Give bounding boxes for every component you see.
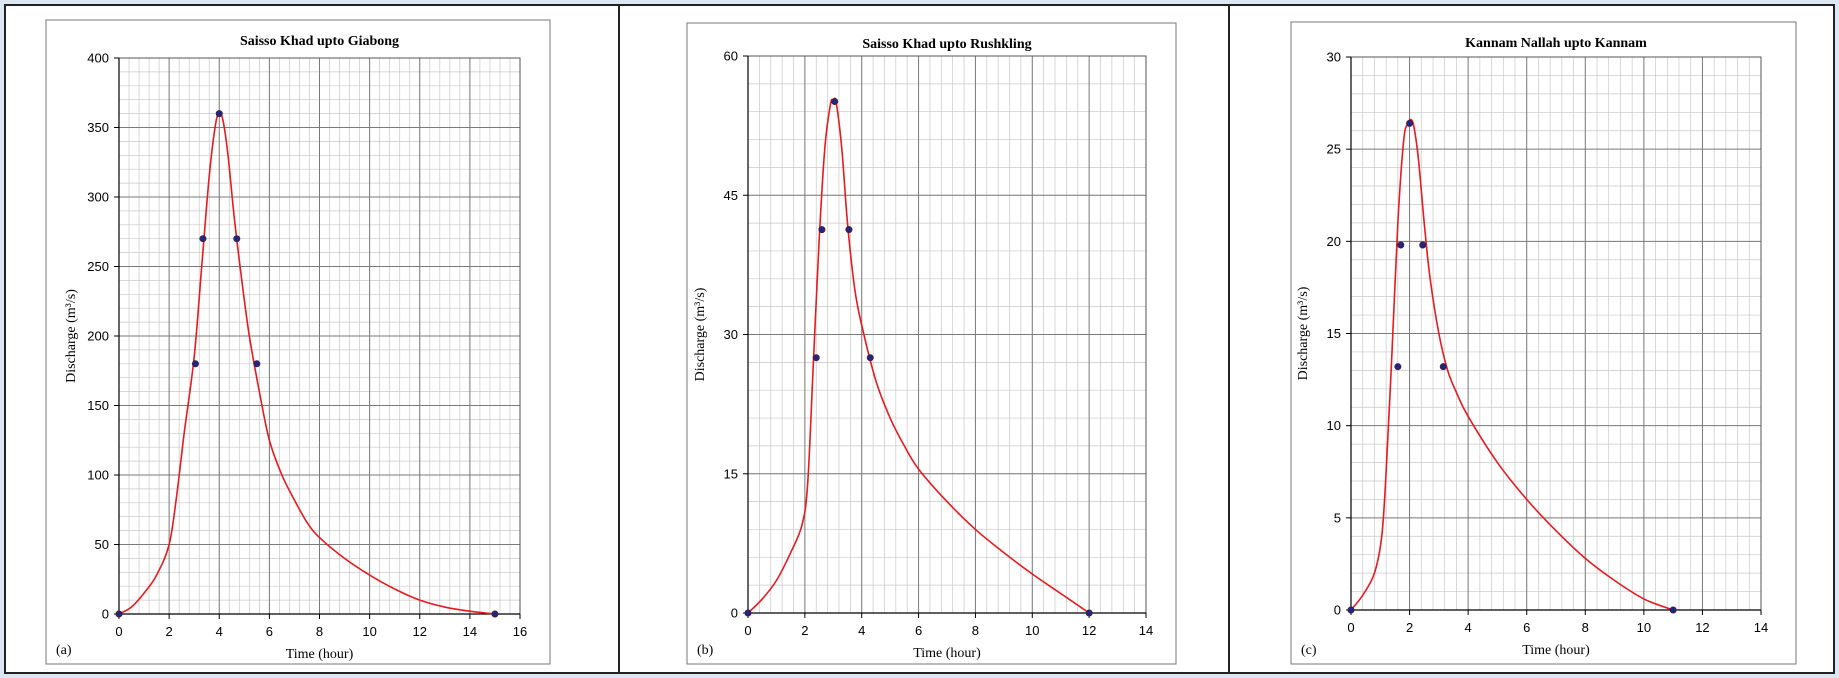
chart-panel-a: 0 2 4 6 8 10 12 14 16 0 50 100 150 200 250 300 350 400 Sai…: [4, 4, 620, 674]
data-point: [115, 610, 123, 618]
y-tick-label: 25: [1327, 142, 1341, 157]
x-tick-label: 4: [858, 623, 865, 638]
panel-tag: (c): [1301, 643, 1317, 658]
data-point: [1406, 119, 1414, 127]
x-tick-label: 0: [744, 623, 751, 638]
x-tick-label: 2: [166, 624, 173, 639]
y-tick-label: 15: [1327, 326, 1341, 341]
data-point: [1419, 241, 1427, 249]
data-point: [831, 97, 839, 105]
chart-svg-c: 0 2 4 6 8 10 12 14 0 5 10 15 20 25 30 Kannam Nallah upt…: [1290, 21, 1797, 665]
x-tick-label: 10: [1637, 620, 1651, 635]
y-axis-label: Discharge (m³/s): [693, 287, 708, 381]
x-tick-label: 10: [362, 624, 376, 639]
chart-panel-b: 0 2 4 6 8 10 12 14 0 15 30 45 60 Saisso Khad upto Rus…: [618, 4, 1230, 674]
x-tick-label: 8: [1582, 620, 1589, 635]
hydrograph-curve: [1350, 118, 1674, 611]
y-tick-label: 150: [87, 398, 109, 413]
y-tick-label: 50: [95, 537, 109, 552]
hydrograph-curve: [747, 97, 1090, 614]
y-tick-label: 100: [87, 468, 109, 483]
data-point: [818, 226, 826, 234]
chart-title: Kannam Nallah upto Kannam: [1465, 36, 1647, 51]
y-tick-label: 60: [724, 49, 738, 64]
x-tick-label: 6: [915, 623, 922, 638]
x-tick-label: 8: [972, 623, 979, 638]
chart-frame: [45, 19, 551, 665]
y-tick-label: 5: [1334, 510, 1341, 525]
y-tick-label: 0: [731, 606, 738, 621]
y-axis-label: Discharge (m³/s): [64, 289, 79, 383]
y-tick-label: 0: [102, 607, 109, 622]
data-point: [491, 610, 499, 618]
x-tick-label: 14: [1139, 623, 1153, 638]
data-point: [199, 235, 207, 243]
panel-tag: (b): [697, 643, 714, 658]
observed-points: [115, 110, 499, 618]
data-point: [1439, 363, 1447, 371]
x-tick-label: 6: [1523, 620, 1530, 635]
data-point: [1394, 363, 1402, 371]
x-tick-label: 2: [1406, 620, 1413, 635]
hydrograph-curve: [118, 112, 496, 615]
chart-frame: [686, 22, 1177, 665]
chart-title: Saisso Khad upto Rushkling: [862, 37, 1031, 52]
data-point: [233, 235, 241, 243]
data-point: [253, 360, 261, 368]
y-tick-label: 300: [87, 190, 109, 205]
x-tick-label: 6: [266, 624, 273, 639]
panel-tag: (a): [56, 643, 72, 658]
x-axis-label: Time (hour): [913, 646, 981, 661]
y-tick-label: 0: [1334, 603, 1341, 618]
chart-frame: [1290, 21, 1797, 665]
y-tick-label: 350: [87, 120, 109, 135]
y-tick-label: 45: [724, 188, 738, 203]
x-tick-label: 8: [316, 624, 323, 639]
x-tick-label: 10: [1025, 623, 1039, 638]
x-tick-label: 4: [216, 624, 223, 639]
data-point: [1347, 606, 1355, 614]
y-tick-label: 10: [1327, 418, 1341, 433]
x-tick-label: 14: [463, 624, 477, 639]
chart-svg-b: 0 2 4 6 8 10 12 14 0 15 30 45 60 Saisso Khad upto Rus…: [686, 22, 1177, 665]
data-point: [812, 354, 820, 362]
x-tick-label: 12: [1082, 623, 1096, 638]
observed-points: [1347, 119, 1677, 614]
x-tick-label: 0: [115, 624, 122, 639]
x-tick-label: 12: [413, 624, 427, 639]
data-point: [1085, 609, 1093, 617]
data-point: [215, 110, 223, 118]
data-point: [866, 354, 874, 362]
x-tick-label: 2: [801, 623, 808, 638]
y-tick-label: 400: [87, 51, 109, 66]
data-point: [744, 609, 752, 617]
y-tick-label: 30: [1327, 50, 1341, 65]
chart-svg-a: 0 2 4 6 8 10 12 14 16 0 50 100 150 200 250 300 350 400 Sai…: [45, 19, 551, 665]
observed-points: [744, 97, 1093, 617]
y-tick-label: 20: [1327, 234, 1341, 249]
y-tick-label: 15: [724, 466, 738, 481]
y-axis-label: Discharge (m³/s): [1296, 286, 1311, 380]
x-axis-label: Time (hour): [1522, 643, 1590, 658]
x-tick-label: 16: [513, 624, 527, 639]
chart-title: Saisso Khad upto Giabong: [240, 34, 399, 49]
data-point: [1669, 606, 1677, 614]
data-point: [191, 360, 199, 368]
data-point: [845, 226, 853, 234]
data-point: [1397, 241, 1405, 249]
y-tick-label: 200: [87, 329, 109, 344]
x-tick-label: 12: [1695, 620, 1709, 635]
y-tick-label: 30: [724, 327, 738, 342]
x-tick-label: 14: [1754, 620, 1768, 635]
x-tick-label: 0: [1347, 620, 1354, 635]
chart-panel-c: 0 2 4 6 8 10 12 14 0 5 10 15 20 25 30 Kannam Nallah upt…: [1228, 4, 1835, 674]
y-tick-label: 250: [87, 259, 109, 274]
x-tick-label: 4: [1465, 620, 1472, 635]
x-axis-label: Time (hour): [286, 647, 354, 662]
